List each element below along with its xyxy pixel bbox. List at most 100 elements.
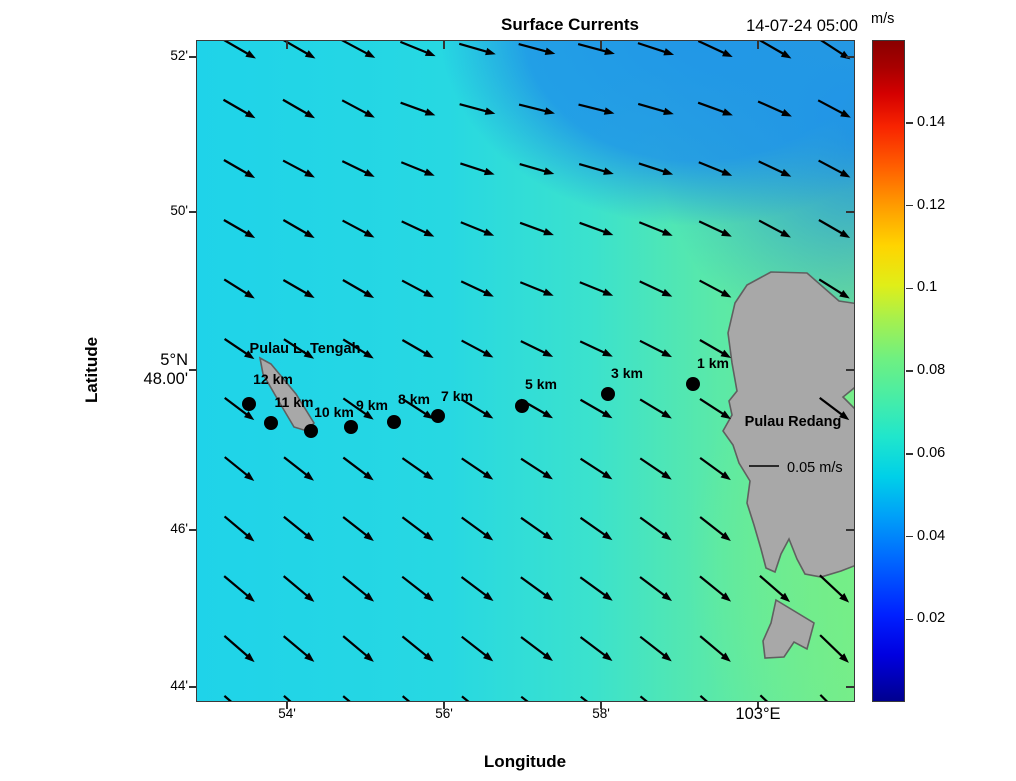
colorbar-tick-mark (906, 453, 913, 455)
current-vector-arrowhead (602, 591, 613, 601)
current-vector-arrow (579, 636, 607, 658)
chart-title: Surface Currents (501, 15, 639, 34)
y-degree-tick-label: 5°N 48.00' (60, 351, 188, 389)
current-vector-arrowhead (720, 289, 732, 298)
current-vector-arrow (341, 41, 369, 56)
current-vector-arrow (520, 457, 547, 476)
colorbar-tick-label: 0.04 (917, 527, 946, 544)
current-vector-arrow (698, 220, 726, 235)
current-vector-arrow (579, 340, 607, 355)
current-vector-arrowhead (839, 593, 850, 603)
station-label: 7 km (441, 388, 473, 404)
current-vector-arrowhead (483, 591, 494, 602)
current-vector-arrow (282, 98, 309, 116)
current-vector-arrowhead (839, 229, 851, 238)
current-vector-arrowhead (423, 531, 434, 541)
current-vector-arrowhead (485, 47, 496, 56)
y-tick-mark (189, 369, 196, 371)
current-vector-arrow (759, 575, 785, 598)
x-tick-mark-top (757, 41, 759, 49)
current-vector-arrowhead (661, 349, 673, 358)
current-vector-arrowhead (602, 348, 613, 357)
current-vector-arrow (460, 576, 488, 598)
current-vector-arrow (341, 160, 368, 175)
x-degree-tick-label: 103°E (735, 705, 781, 723)
current-vector-arrowhead (661, 470, 672, 480)
current-vector-arrowhead (661, 652, 672, 662)
current-vector-arrowhead (721, 228, 732, 237)
current-vector-arrow (223, 635, 250, 658)
current-vector-arrowhead (423, 592, 434, 602)
current-vector-arrow (697, 101, 726, 114)
current-vector-arrow (399, 41, 429, 55)
current-vector-arrowhead (543, 167, 555, 175)
current-vector-arrow (639, 516, 666, 537)
current-vector-arrowhead (244, 652, 255, 663)
current-vector-arrowhead (780, 592, 791, 603)
current-vector-arrow (639, 398, 666, 416)
current-vector-arrowhead (542, 470, 553, 480)
current-vector-arrow (579, 576, 607, 597)
current-vector-arrow (580, 695, 589, 701)
current-vector-arrow (342, 575, 369, 598)
current-vector-arrowhead (602, 228, 614, 236)
current-vector-arrowhead (304, 50, 316, 59)
current-vector-arrow (638, 221, 666, 234)
current-vector-arrow (400, 101, 429, 114)
current-vector-arrowhead (304, 109, 316, 119)
current-vector-arrowhead (603, 167, 614, 175)
current-vector-arrow (401, 635, 429, 658)
current-vector-arrowhead (484, 107, 496, 115)
current-vector-arrowhead (722, 49, 733, 58)
current-vector-arrow (520, 576, 548, 597)
x-tick-mark (757, 702, 759, 709)
y-tick-mark-right (846, 686, 854, 688)
current-vector-arrowhead (423, 410, 434, 420)
current-vector-arrow (460, 221, 488, 234)
current-vector-arrowhead (661, 591, 672, 602)
current-vector-arrow (579, 516, 607, 537)
station-marker (431, 409, 445, 423)
current-vector-arrow (460, 162, 488, 174)
current-vector-arrowhead (244, 592, 255, 602)
current-vector-arrowhead (662, 167, 674, 176)
current-vector-arrow (699, 279, 725, 295)
current-vector-arrow (459, 103, 488, 113)
y-tick-mark-right (846, 369, 854, 371)
timestamp-label: 14-07-24 05:00 (746, 17, 858, 35)
y-tick-mark-right (846, 529, 854, 531)
station-label: 1 km (697, 355, 729, 371)
current-vector-arrow (342, 635, 369, 658)
current-vector-arrow (699, 516, 726, 537)
station-label: 11 km (275, 394, 314, 410)
current-vector-arrowhead (363, 471, 374, 481)
current-vector-arrow (282, 159, 309, 175)
current-vector-arrowhead (542, 651, 553, 662)
current-vector-arrow (698, 161, 726, 174)
current-vector-arrow (461, 695, 470, 701)
current-vector-arrowhead (839, 50, 851, 60)
y-degree-line2: 48.00' (143, 370, 188, 388)
current-vector-arrow (342, 219, 368, 235)
current-vector-arrowhead (542, 591, 554, 601)
current-vector-arrowhead (423, 349, 434, 358)
current-vector-arrow (342, 397, 368, 416)
y-tick-mark (189, 686, 196, 688)
current-vector-arrow (819, 574, 845, 598)
current-vector-arrowhead (780, 229, 791, 238)
station-marker (304, 424, 318, 438)
x-tick-mark (600, 702, 602, 709)
current-vector-arrowhead (721, 168, 733, 176)
x-tick-mark-top (286, 41, 288, 49)
current-vector-arrowhead (364, 169, 375, 177)
current-vector-arrow (282, 219, 309, 235)
current-vector-arrowhead (663, 107, 674, 115)
y-tick-mark-right (846, 211, 854, 213)
plot-area: Pulau L. Tengah Pulau Redang 0.05 m/s 12 km… (196, 40, 855, 702)
current-vector-arrow (461, 398, 488, 416)
current-vector-arrow (223, 278, 249, 296)
current-vector-arrow (401, 695, 411, 701)
current-vector-arrow (579, 281, 607, 294)
current-vector-arrowhead (244, 411, 255, 421)
y-degree-line1: 5°N (160, 351, 188, 369)
